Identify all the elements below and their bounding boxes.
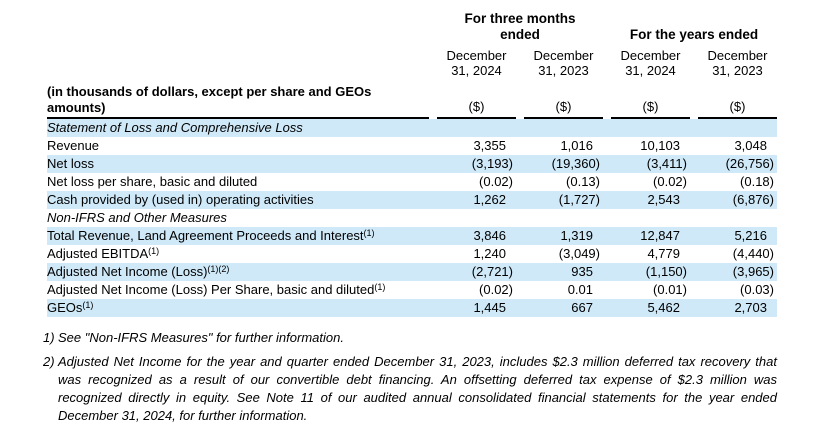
footnote-ref: (1) [363, 228, 375, 238]
cell-value: 5,462 [647, 300, 680, 315]
cell-value: (3,049) [558, 246, 600, 261]
footnote-2: 2) Adjusted Net Income for the year and … [43, 353, 777, 425]
cell-value: (6,876) [732, 192, 774, 207]
cell-value: (3,411) [646, 156, 687, 171]
footnote-text: See "Non-IFRS Measures" for further info… [58, 330, 344, 345]
cell-value: 0.01 [567, 282, 593, 297]
cell-value: (0.02) [653, 174, 687, 189]
unit-label: ($) [437, 99, 516, 119]
period-header-three-months: For three months ended [437, 11, 603, 43]
row-label: GEOs(1) [47, 300, 94, 315]
footnote-marker: 2) [43, 354, 55, 369]
cell-value: (0.03) [740, 282, 774, 297]
cell-value: 2,703 [734, 300, 767, 315]
row-label: Revenue [47, 138, 100, 153]
cell-value: (0.01) [653, 282, 687, 297]
row-label: Adjusted Net Income (Loss) Per Share, ba… [47, 282, 386, 297]
cell-value: (1,150) [645, 264, 687, 279]
footnotes: 1) See "Non-IFRS Measures" for further i… [43, 329, 777, 425]
table-row: Net loss per share, basic and diluted (0… [47, 173, 777, 191]
column-header-q4-2024: December 31, 2024 [446, 48, 507, 78]
cell-value: (0.02) [479, 174, 513, 189]
cell-value: 3,355 [473, 138, 506, 153]
cell-value: 3,048 [734, 138, 767, 153]
row-label: Net loss [47, 156, 94, 171]
table-row: Adjusted Net Income (Loss) Per Share, ba… [47, 281, 777, 299]
column-header-fy-2023: December 31, 2023 [707, 48, 768, 78]
column-header-q4-2023: December 31, 2023 [533, 48, 594, 78]
row-label: Adjusted EBITDA(1) [47, 246, 160, 261]
section-label: Non-IFRS and Other Measures [47, 210, 227, 225]
unit-label: ($) [524, 99, 603, 119]
cell-value: (19,360) [551, 156, 600, 171]
cell-value: 1,240 [473, 246, 506, 261]
financial-summary-table: For three months ended For the years end… [47, 0, 777, 317]
cell-value: (4,440) [732, 246, 774, 261]
table-row: GEOs(1) 1,445 667 5,462 2,703 [47, 299, 777, 317]
cell-value: 1,445 [473, 300, 506, 315]
cell-value: (2,721) [471, 264, 513, 279]
cell-value: 1,262 [473, 192, 506, 207]
cell-value: 5,216 [734, 228, 767, 243]
table-row-section: Non-IFRS and Other Measures [47, 209, 777, 227]
period-header-years: For the years ended [611, 27, 777, 43]
cell-value: (0.02) [479, 282, 513, 297]
column-header-fy-2024: December 31, 2024 [620, 48, 681, 78]
footnote-ref: (1) [148, 246, 160, 256]
cell-value: (0.18) [740, 174, 774, 189]
cell-value: 935 [571, 264, 593, 279]
period-header-years-label: For the years ended [629, 27, 759, 42]
footnote-marker: 1) [43, 330, 55, 345]
section-label: Statement of Loss and Comprehensive Loss [47, 120, 303, 135]
footnote-1: 1) See "Non-IFRS Measures" for further i… [43, 329, 777, 347]
row-label: Net loss per share, basic and diluted [47, 174, 258, 189]
row-label: Total Revenue, Land Agreement Proceeds a… [47, 228, 375, 243]
footnote-ref: (1) [374, 282, 386, 292]
cell-value: (26,756) [725, 156, 774, 171]
table-row: Revenue 3,355 1,016 10,103 3,048 [47, 137, 777, 155]
cell-value: 2,543 [647, 192, 680, 207]
table-row: Adjusted Net Income (Loss)(1)(2) (2,721)… [47, 263, 777, 281]
row-header-caption: (in thousands of dollars, except per sha… [47, 84, 429, 119]
cell-value: 667 [571, 300, 593, 315]
row-label: Cash provided by (used in) operating act… [47, 192, 314, 207]
date-header-row: December 31, 2024 December 31, 2023 Dece… [47, 48, 777, 78]
cell-value: (3,193) [471, 156, 513, 171]
period-header-row: For three months ended For the years end… [47, 11, 777, 43]
cell-value: 1,319 [560, 228, 593, 243]
cell-value: (1,727) [558, 192, 600, 207]
period-header-three-months-label: For three months ended [464, 11, 576, 42]
footnote-text: Adjusted Net Income for the year and qua… [58, 354, 777, 423]
unit-label: ($) [698, 99, 777, 119]
table-row: Cash provided by (used in) operating act… [47, 191, 777, 209]
row-label: Adjusted Net Income (Loss)(1)(2) [47, 264, 230, 279]
unit-label: ($) [611, 99, 690, 119]
unit-header-row: (in thousands of dollars, except per sha… [47, 84, 777, 119]
cell-value: 10,103 [640, 138, 680, 153]
cell-value: 4,779 [647, 246, 680, 261]
table-row: Net loss (3,193) (19,360) (3,411) (26,75… [47, 155, 777, 173]
footnote-ref: (1)(2) [207, 264, 230, 274]
table-row: Total Revenue, Land Agreement Proceeds a… [47, 227, 777, 245]
table-row: Adjusted EBITDA(1) 1,240 (3,049) 4,779 (… [47, 245, 777, 263]
cell-value: (0.13) [566, 174, 600, 189]
cell-value: 3,846 [473, 228, 506, 243]
cell-value: 1,016 [560, 138, 593, 153]
footnote-ref: (1) [82, 300, 94, 310]
cell-value: 12,847 [640, 228, 680, 243]
table-row-section: Statement of Loss and Comprehensive Loss [47, 119, 777, 137]
cell-value: (3,965) [732, 264, 774, 279]
